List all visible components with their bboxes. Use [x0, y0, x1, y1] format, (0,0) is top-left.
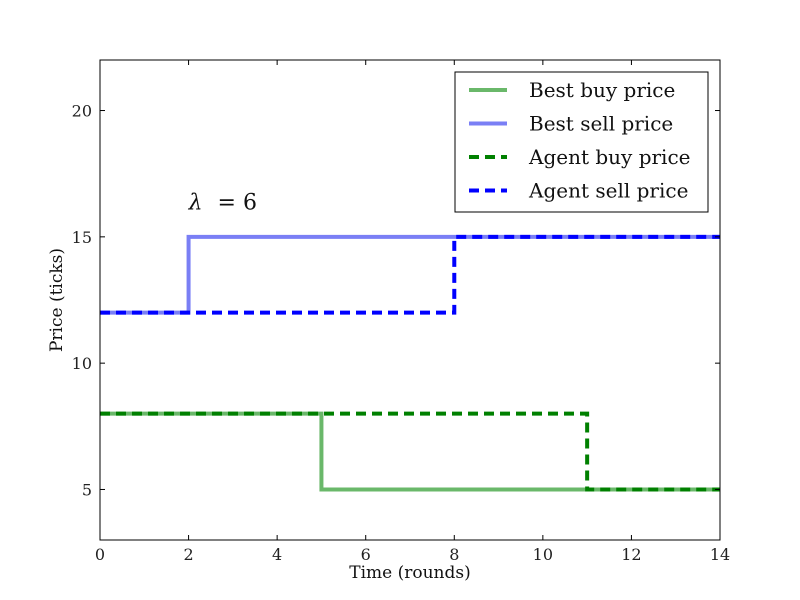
- series-layer: [100, 234, 720, 492]
- lambda-value: = 6: [218, 190, 257, 215]
- legend-box: [454, 71, 709, 213]
- x-tick-label: 6: [361, 545, 371, 564]
- series-line-best-buy-price: [100, 411, 720, 492]
- legend-label-agent-sell-price: Agent sell price: [528, 179, 688, 203]
- y-tick-label: 5: [82, 480, 92, 499]
- series-line-agent-buy-price: [100, 411, 720, 492]
- legend-label-best-sell-price: Best sell price: [529, 112, 673, 136]
- tick-layer: 0 2 4 6 8 10 12 14 5 10 15 20: [72, 60, 730, 564]
- x-tick-label: 0: [95, 545, 105, 564]
- legend-label-best-buy-price: Best buy price: [529, 78, 675, 102]
- x-axis-label: Time (rounds): [349, 563, 471, 583]
- y-tick-label: 10: [72, 354, 92, 373]
- legend: Best buy price Best sell price Agent buy p…: [454, 71, 709, 213]
- x-tick-label: 4: [272, 545, 282, 564]
- y-tick-label: 15: [72, 228, 92, 247]
- legend-label-agent-buy-price: Agent buy price: [528, 145, 691, 169]
- y-tick-label: 20: [72, 102, 92, 121]
- y-axis-label: Price (ticks): [47, 248, 67, 352]
- plot-border: [99, 59, 721, 541]
- x-tick-label: 2: [183, 545, 193, 564]
- lambda-annotation: λ = 6: [188, 190, 257, 215]
- x-tick-label: 8: [449, 545, 459, 564]
- x-tick-label: 14: [710, 545, 730, 564]
- series-line-best-sell-price: [100, 234, 720, 315]
- lambda-symbol: λ: [188, 190, 203, 215]
- series-line-agent-sell-price: [100, 234, 720, 315]
- x-tick-label: 10: [533, 545, 553, 564]
- plot-frame: [99, 59, 721, 541]
- x-tick-label: 12: [621, 545, 641, 564]
